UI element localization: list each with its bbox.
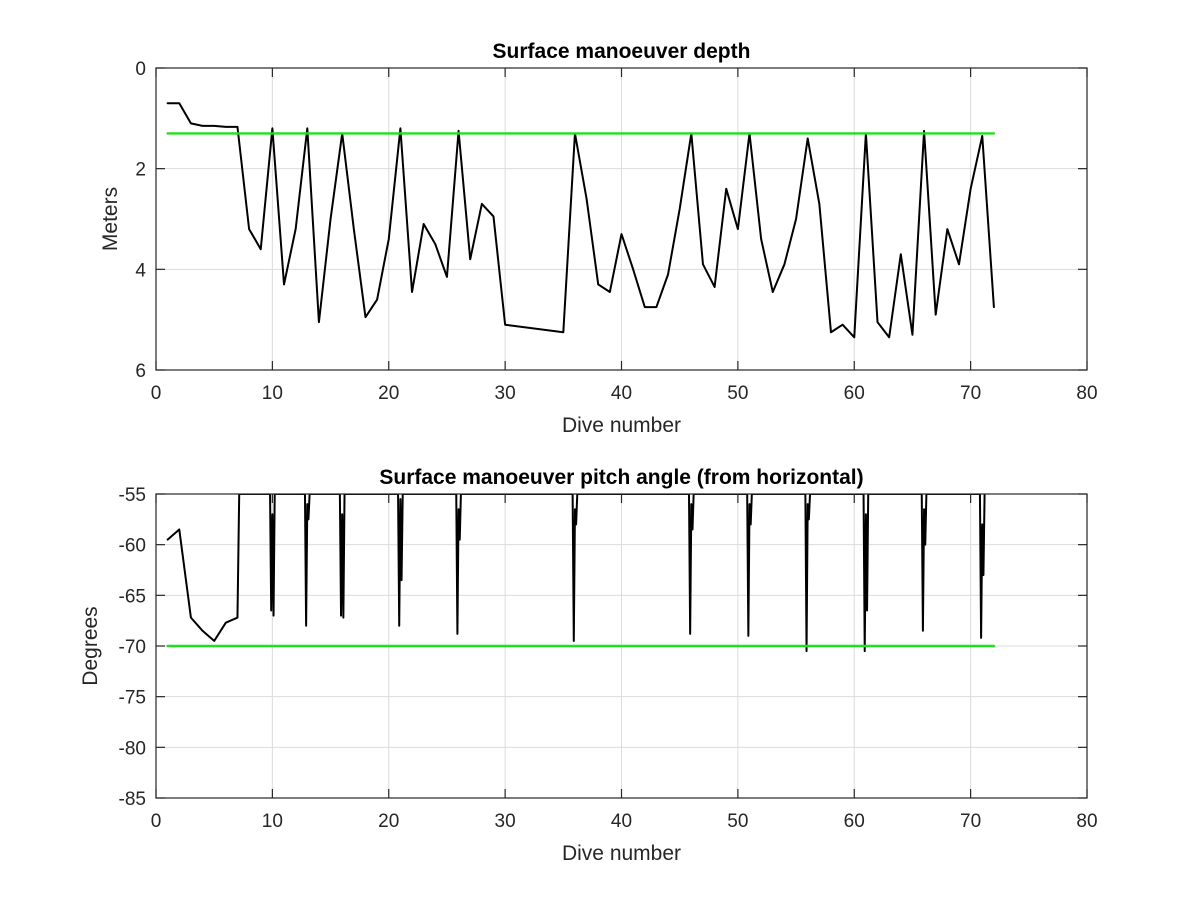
depth-series	[166, 102, 996, 339]
pitch-y-tick-label: -80	[119, 738, 146, 759]
depth-x-tick-label: 70	[960, 383, 981, 404]
depth-x-tick-label: 20	[378, 383, 399, 404]
pitch-y-axis-label: Degrees	[79, 606, 102, 685]
depth-x-tick-label: 80	[1076, 383, 1097, 404]
depth-x-tick-label: 10	[262, 383, 283, 404]
pitch-y-tick-label: -70	[119, 637, 146, 658]
pitch-x-tick-label: 30	[495, 811, 516, 832]
pitch-panel: 0 10 20 30 40 50 60 70 80 -55 -60 -65 -70 -75 -80 -85 S…	[79, 466, 1098, 865]
depth-x-tick-label: 50	[727, 383, 748, 404]
depth-ticks: 0 10 20 30 40 50 60 70 80 0 2 4 6	[135, 59, 1097, 404]
depth-y-tick-label: 2	[135, 160, 146, 181]
pitch-x-tick-label: 10	[262, 811, 283, 832]
pitch-y-tick-label: -55	[119, 485, 146, 506]
pitch-x-tick-label: 60	[844, 811, 865, 832]
pitch-y-tick-label: -85	[119, 789, 146, 810]
pitch-ticks: 0 10 20 30 40 50 60 70 80 -55 -60 -65 -70 -75 -80 -85	[119, 485, 1098, 832]
depth-x-tick-label: 40	[611, 383, 632, 404]
pitch-x-tick-label: 40	[611, 811, 632, 832]
pitch-chart-title: Surface manoeuver pitch angle (from hori…	[379, 466, 863, 489]
depth-data-line	[166, 102, 995, 339]
pitch-data-line	[166, 494, 986, 653]
depth-chart-title: Surface manoeuver depth	[493, 40, 751, 63]
depth-x-axis-label: Dive number	[562, 414, 681, 437]
depth-x-tick-label: 60	[844, 383, 865, 404]
pitch-x-tick-label: 70	[960, 811, 981, 832]
pitch-y-tick-label: -60	[119, 536, 146, 557]
depth-y-axis-label: Meters	[99, 187, 122, 251]
pitch-y-tick-label: -65	[119, 586, 146, 607]
pitch-x-tick-label: 20	[378, 811, 399, 832]
pitch-x-tick-label: 50	[727, 811, 748, 832]
pitch-x-tick-label: 0	[151, 811, 162, 832]
depth-panel: 0 10 20 30 40 50 60 70 80 0 2 4 6 Surface manoeuver …	[99, 40, 1098, 437]
pitch-x-tick-label: 80	[1076, 811, 1097, 832]
depth-y-tick-label: 0	[135, 59, 146, 80]
depth-y-tick-label: 4	[135, 260, 146, 281]
pitch-y-tick-label: -75	[119, 688, 146, 709]
pitch-x-axis-label: Dive number	[562, 842, 681, 865]
depth-x-tick-label: 0	[151, 383, 162, 404]
depth-y-tick-label: 6	[135, 361, 146, 382]
pitch-series	[166, 494, 996, 653]
depth-grid	[156, 68, 1087, 370]
depth-x-tick-label: 30	[495, 383, 516, 404]
